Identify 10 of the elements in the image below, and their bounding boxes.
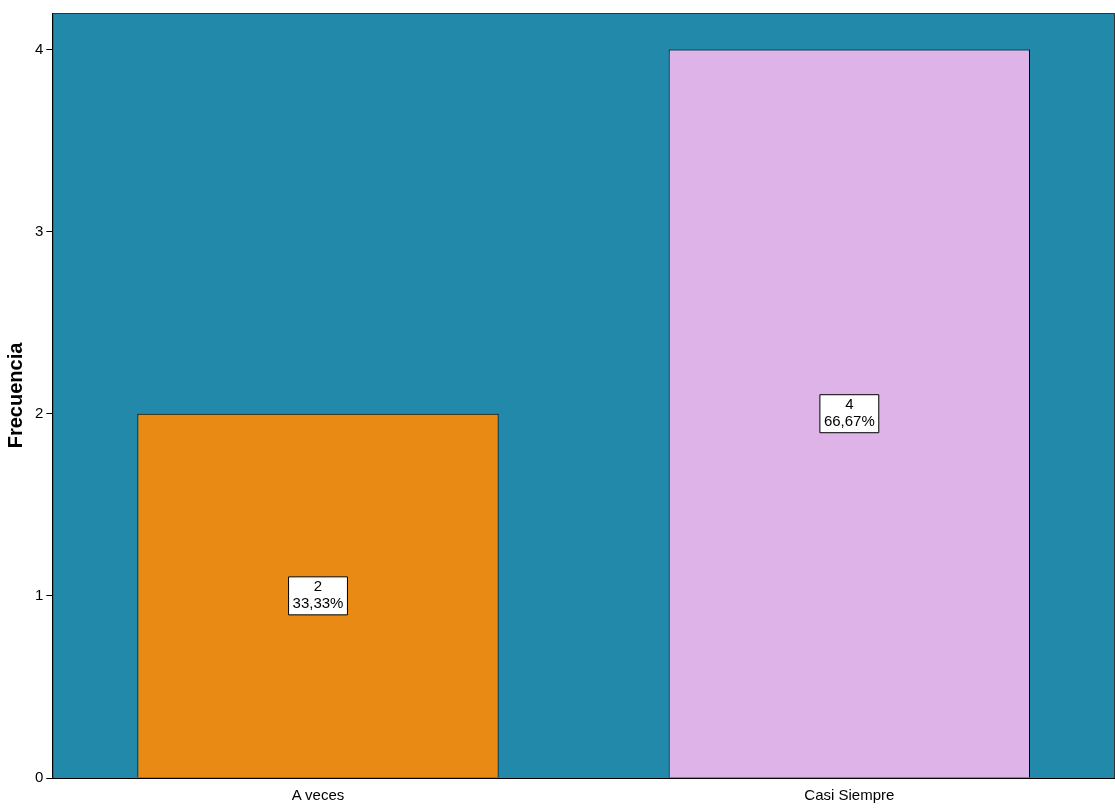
data-label: 4 66,67% <box>823 395 875 430</box>
y-tick-label: 0 <box>35 768 44 786</box>
y-axis-title: Frecuencia <box>3 341 26 449</box>
y-tick-label: 1 <box>35 586 44 603</box>
y-tick-label: 3 <box>35 221 44 239</box>
x-tick-label: Casi Siempre <box>804 786 895 804</box>
y-tick-label: 2 <box>35 403 44 421</box>
x-tick-label: A veces <box>291 786 345 804</box>
y-tick-label: 4 <box>35 39 44 57</box>
data-label: 2 33,33% <box>292 577 344 612</box>
